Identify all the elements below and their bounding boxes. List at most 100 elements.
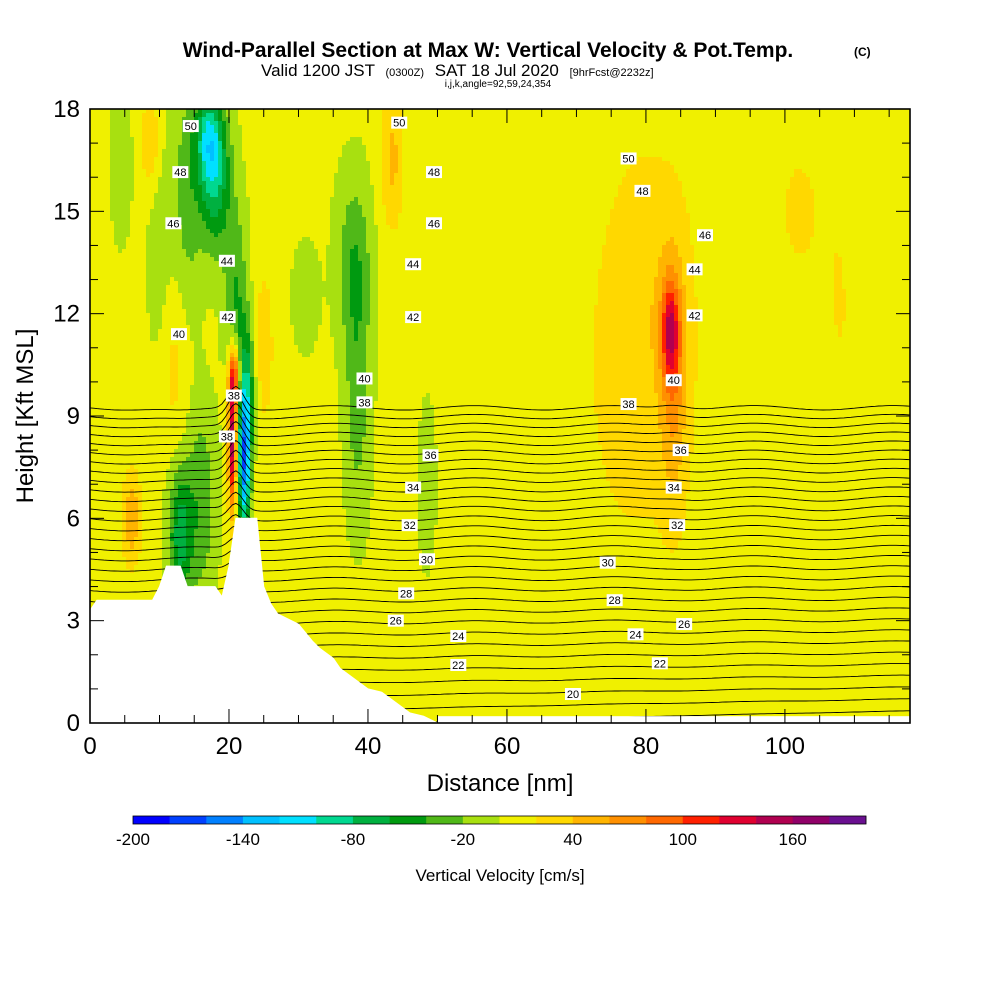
- velocity-cell: [190, 217, 195, 222]
- velocity-cell: [198, 161, 203, 166]
- velocity-cell: [166, 237, 171, 242]
- velocity-cell: [218, 165, 223, 170]
- velocity-cell: [182, 273, 187, 278]
- velocity-cell: [154, 385, 159, 390]
- velocity-cell: [126, 345, 131, 350]
- velocity-cell: [170, 361, 175, 366]
- velocity-cell: [154, 577, 159, 582]
- velocity-cell: [186, 241, 191, 246]
- velocity-cell: [106, 501, 111, 506]
- velocity-cell: [198, 137, 203, 142]
- velocity-cell: [102, 457, 107, 462]
- velocity-cell: [170, 253, 175, 258]
- velocity-cell: [110, 297, 115, 302]
- velocity-cell: [102, 265, 107, 270]
- velocity-cell: [126, 217, 131, 222]
- velocity-cell: [210, 369, 215, 374]
- velocity-cell: [114, 157, 119, 162]
- velocity-cell: [130, 457, 135, 462]
- velocity-cell: [102, 505, 107, 510]
- velocity-cell: [142, 501, 147, 506]
- velocity-cell: [178, 121, 183, 126]
- velocity-cell: [150, 393, 155, 398]
- velocity-cell: [162, 333, 167, 338]
- velocity-cell: [158, 481, 163, 486]
- velocity-cell: [110, 113, 115, 118]
- velocity-cell: [206, 253, 211, 258]
- velocity-cell: [134, 149, 139, 154]
- velocity-cell: [150, 241, 155, 246]
- velocity-cell: [154, 337, 159, 342]
- velocity-cell: [158, 449, 163, 454]
- velocity-cell: [146, 197, 151, 202]
- velocity-cell: [94, 337, 99, 342]
- velocity-cell: [138, 453, 143, 458]
- velocity-cell: [114, 381, 119, 386]
- velocity-cell: [158, 121, 163, 126]
- velocity-cell: [118, 265, 123, 270]
- velocity-cell: [126, 325, 131, 330]
- velocity-cell: [130, 377, 135, 382]
- velocity-cell: [198, 329, 203, 334]
- velocity-cell: [166, 385, 171, 390]
- velocity-cell: [150, 229, 155, 234]
- velocity-cell: [94, 261, 99, 266]
- velocity-cell: [162, 245, 167, 250]
- velocity-cell: [166, 357, 171, 362]
- velocity-cell: [166, 213, 171, 218]
- velocity-cell: [134, 181, 139, 186]
- velocity-cell: [102, 233, 107, 238]
- velocity-cell: [154, 469, 159, 474]
- velocity-cell: [206, 161, 211, 166]
- velocity-cell: [106, 553, 111, 558]
- velocity-cell: [130, 281, 135, 286]
- velocity-cell: [202, 209, 207, 214]
- velocity-cell: [182, 217, 187, 222]
- velocity-cell: [134, 525, 139, 530]
- velocity-cell: [114, 185, 119, 190]
- velocity-cell: [210, 137, 215, 142]
- velocity-cell: [162, 377, 167, 382]
- velocity-cell: [118, 413, 123, 418]
- velocity-cell: [186, 189, 191, 194]
- velocity-cell: [182, 373, 187, 378]
- velocity-cell: [194, 209, 199, 214]
- velocity-cell: [146, 389, 151, 394]
- velocity-cell: [102, 229, 107, 234]
- velocity-cell: [198, 273, 203, 278]
- velocity-cell: [178, 405, 183, 410]
- velocity-cell: [134, 465, 139, 470]
- velocity-cell: [214, 317, 219, 322]
- velocity-cell: [194, 329, 199, 334]
- velocity-cell: [210, 121, 215, 126]
- velocity-cell: [138, 537, 143, 542]
- velocity-cell: [118, 577, 123, 582]
- velocity-cell: [138, 129, 143, 134]
- velocity-cell: [130, 365, 135, 370]
- velocity-cell: [206, 145, 211, 150]
- velocity-cell: [118, 457, 123, 462]
- velocity-cell: [190, 241, 195, 246]
- velocity-cell: [178, 137, 183, 142]
- velocity-cell: [134, 277, 139, 282]
- velocity-cell: [154, 573, 159, 578]
- velocity-cell: [126, 185, 131, 190]
- velocity-cell: [194, 189, 199, 194]
- velocity-cell: [186, 305, 191, 310]
- velocity-cell: [182, 389, 187, 394]
- velocity-cell: [206, 517, 211, 522]
- velocity-cell: [158, 277, 163, 282]
- velocity-cell: [218, 149, 223, 154]
- velocity-cell: [110, 173, 115, 178]
- velocity-cell: [138, 241, 143, 246]
- velocity-cell: [202, 305, 207, 310]
- velocity-cell: [198, 213, 203, 218]
- velocity-cell: [110, 133, 115, 138]
- velocity-cell: [214, 145, 219, 150]
- velocity-cell: [130, 341, 135, 346]
- velocity-cell: [190, 425, 195, 430]
- velocity-cell: [130, 113, 135, 118]
- velocity-cell: [94, 481, 99, 486]
- velocity-cell: [194, 493, 199, 498]
- velocity-cell: [190, 509, 195, 514]
